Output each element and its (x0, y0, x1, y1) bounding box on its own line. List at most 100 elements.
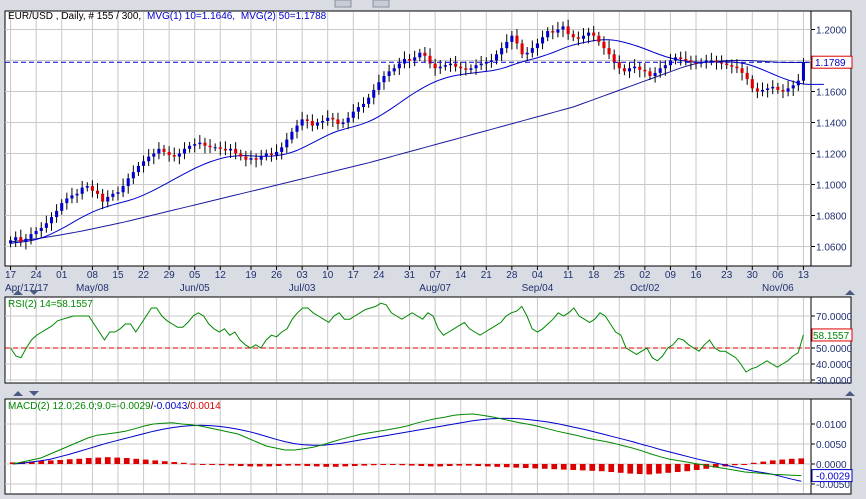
collapse-down-icon[interactable] (29, 290, 39, 295)
rsi-last-value: 58.1557 (813, 331, 850, 342)
macd-hist-bar (237, 464, 244, 466)
rsi-plot-area[interactable] (4, 296, 812, 384)
macd-hist-bar (779, 459, 786, 464)
candle-down (234, 148, 238, 154)
candle-up (188, 145, 192, 149)
macd-hist-bar (551, 464, 558, 470)
toolbar-button-left[interactable] (334, 0, 352, 8)
macd-hist-bar (446, 464, 453, 466)
candle-up (546, 31, 550, 38)
price-gridlines (5, 12, 811, 265)
expand-up-icon[interactable] (13, 391, 23, 396)
rsi-tick-label: 50.0000 (816, 344, 853, 355)
candle-up (505, 41, 509, 49)
candle-up (121, 186, 125, 193)
macd-hist-bar (85, 458, 92, 464)
macd-hist-bar (123, 458, 130, 464)
date-tick-label: 01 (56, 270, 68, 281)
macd-hist-bar (731, 464, 738, 466)
candle-up (295, 125, 299, 132)
candle-up (228, 148, 233, 151)
macd-hist-bar (389, 464, 396, 465)
macd-hist-bar (47, 460, 54, 464)
macd-last-value: -0.0029 (816, 472, 850, 483)
macd-hist-bar (133, 458, 140, 464)
macd-tick-label: 0.0000 (816, 460, 847, 471)
splitter-rsi[interactable] (13, 290, 855, 295)
candle-up (34, 231, 38, 235)
date-tick-label: 12 (215, 270, 227, 281)
candle-down (428, 55, 432, 64)
date-tick-label: 30 (747, 270, 759, 281)
macd-gridlines (5, 400, 811, 493)
candle-down (679, 57, 683, 59)
toolbar-strip (0, 0, 866, 10)
candle-up (285, 139, 289, 148)
macd-signal-line (12, 417, 802, 482)
date-tick-label: 24 (373, 270, 385, 281)
date-tick-label: 28 (506, 270, 518, 281)
date-tick-label: 03 (297, 270, 309, 281)
macd-legend-sep1: / (151, 401, 154, 412)
candle-down (515, 35, 519, 44)
date-tick-label: 13 (798, 270, 810, 281)
candle-down (551, 31, 555, 33)
candle-up (136, 165, 140, 173)
candle-down (684, 58, 688, 61)
candle-up (193, 144, 197, 146)
macd-last-box (811, 469, 853, 483)
macd-panel: 0.0100 0.0050 0.0000 -0.0050 -0.0029 MACD(2… (4, 398, 853, 495)
candle-down (336, 119, 340, 125)
candle-up (351, 111, 355, 118)
rsi-tick-label: 40.0000 (816, 360, 853, 371)
macd-hist-bar (38, 460, 45, 464)
macd-plot-area[interactable] (4, 398, 812, 495)
macd-hist-bar (361, 464, 368, 466)
candle-down (597, 35, 601, 42)
candle-up (142, 161, 146, 166)
price-plot-area[interactable] (4, 10, 812, 267)
candle-up (801, 62, 805, 81)
candle-down (218, 147, 222, 149)
macd-hist-bar (484, 464, 491, 467)
candle-up (704, 60, 708, 63)
expand-up-icon[interactable] (13, 290, 23, 295)
candle-up (771, 86, 775, 89)
macd-hist-bar (541, 464, 548, 469)
date-tick-label: 21 (481, 270, 493, 281)
candle-down (740, 68, 744, 73)
candle-down (648, 71, 652, 76)
date-tick-label: 24 (31, 270, 43, 281)
toolbar-button-right[interactable] (372, 0, 390, 8)
month-label: May/08 (76, 283, 109, 294)
splitter-macd[interactable] (13, 391, 855, 396)
candle-up (39, 227, 43, 231)
candle-up (341, 122, 345, 125)
macd-hist-bar (465, 464, 472, 466)
candle-up (438, 66, 442, 69)
collapse-down-icon[interactable] (29, 391, 39, 396)
candle-up (402, 58, 406, 64)
candle-down (638, 66, 642, 70)
candle-down (172, 155, 176, 157)
macd-hist-bar (418, 464, 425, 466)
expand-up-icon[interactable] (845, 290, 855, 295)
candle-up (326, 117, 330, 121)
rsi-tick-label: 70.0000 (816, 312, 853, 323)
macd-hist-bar (570, 464, 577, 470)
month-label: Nov/06 (762, 283, 794, 294)
macd-hist-bar (152, 460, 159, 464)
candle-down (464, 68, 468, 70)
candle-up (674, 57, 678, 61)
macd-hist-bar (741, 464, 748, 465)
candle-up (75, 193, 79, 196)
price-tick-label: 1.1000 (816, 181, 847, 192)
expand-up-icon[interactable] (845, 391, 855, 396)
macd-hist-bar (532, 464, 539, 469)
candle-up (479, 63, 483, 66)
candle-down (433, 63, 437, 69)
macd-hist-bar (522, 464, 529, 468)
rsi-panel: 70.0000 50.0000 40.0000 30.0000 58.1557 RSI… (4, 296, 853, 387)
candlesticks (9, 19, 805, 250)
